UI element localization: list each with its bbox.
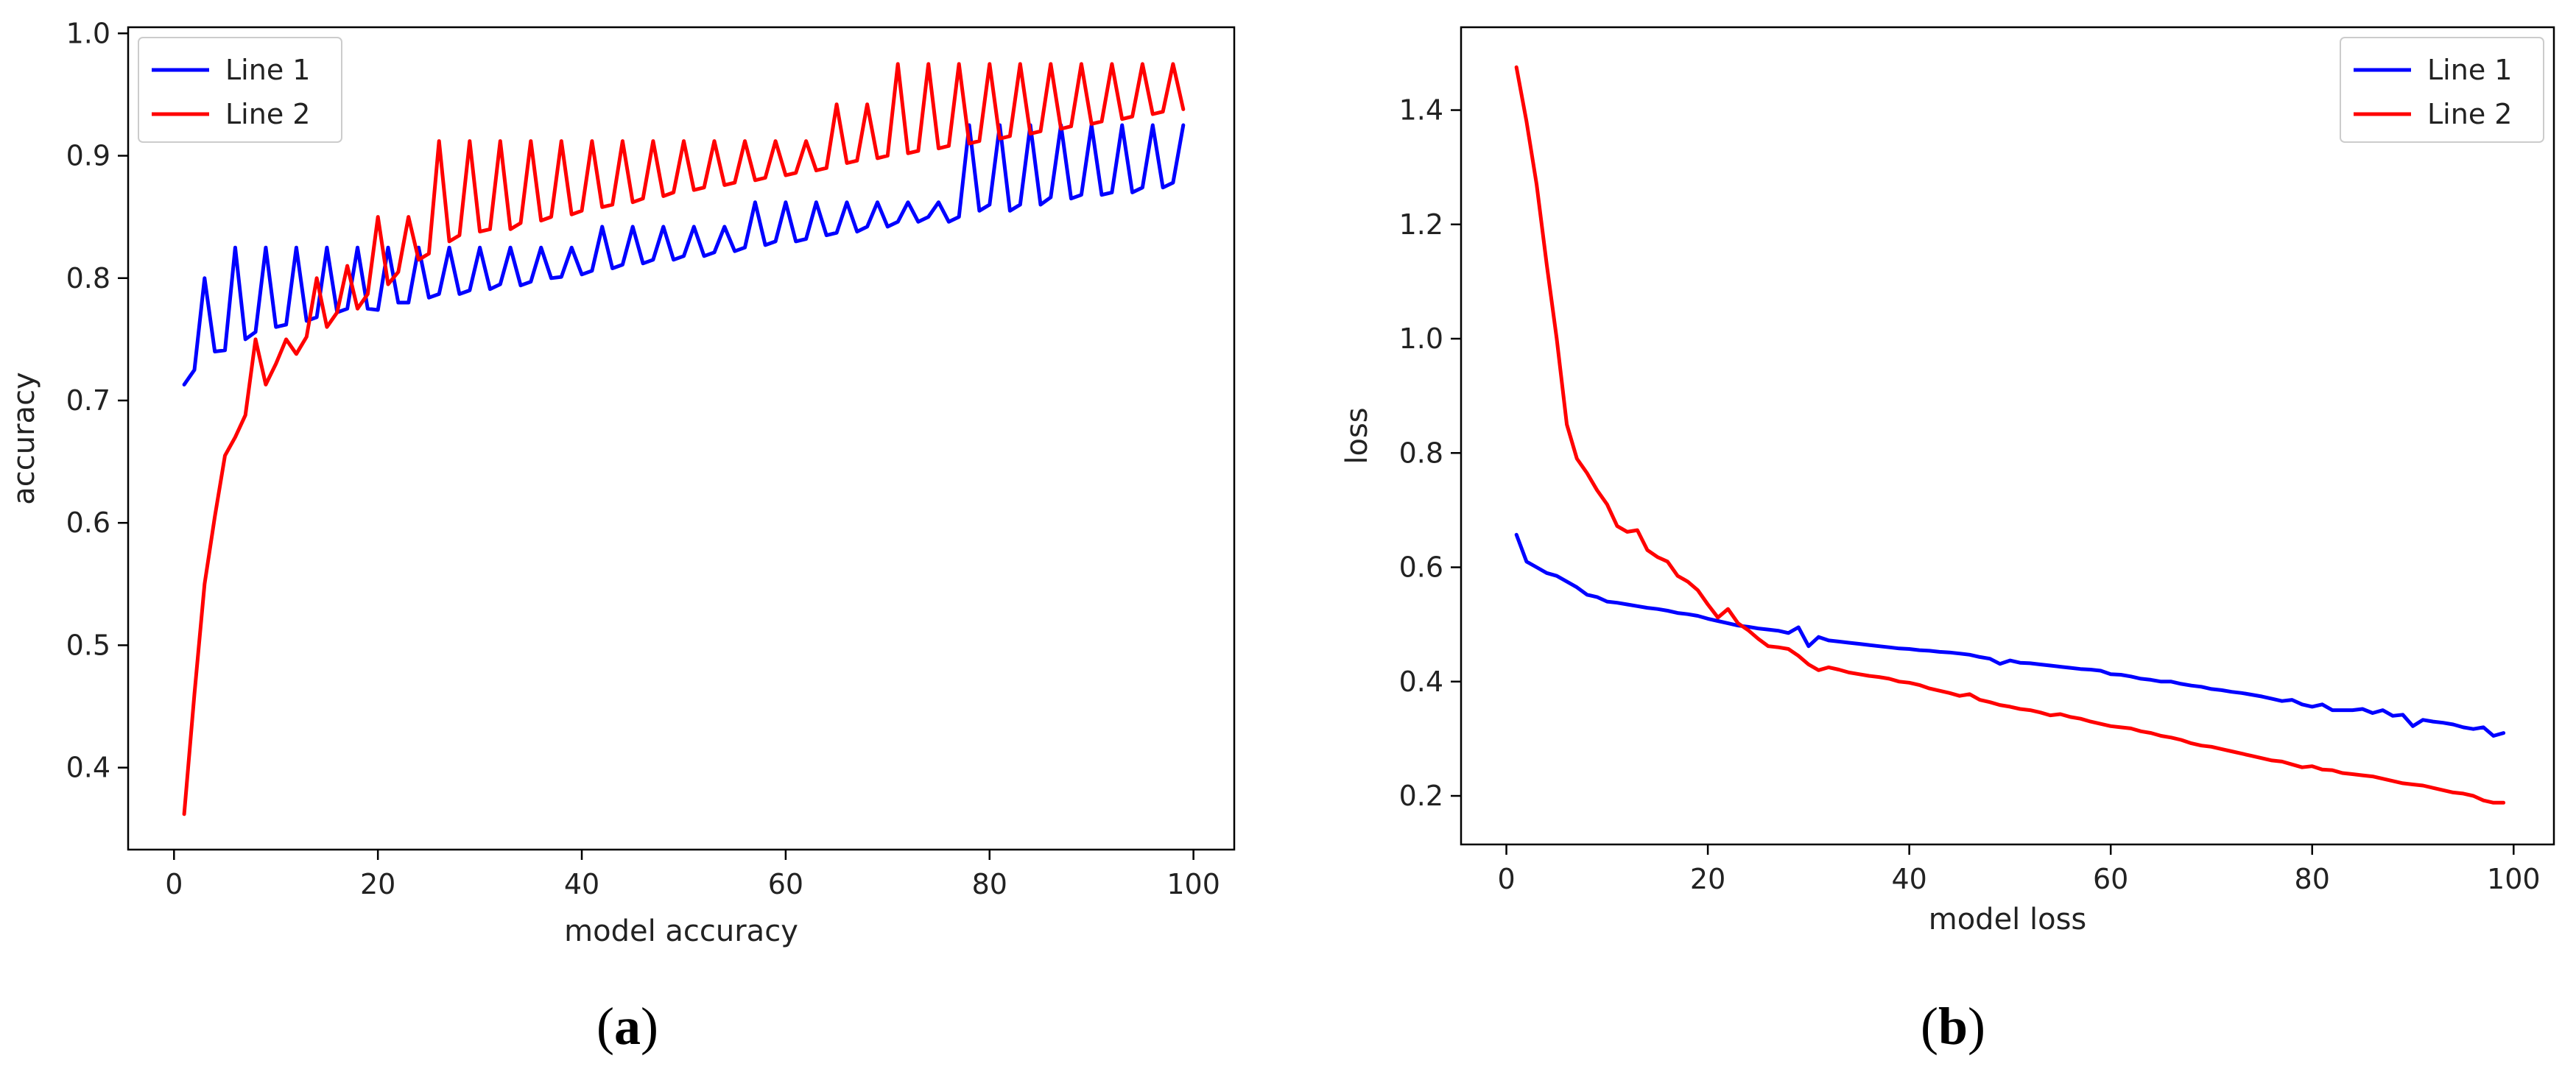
panel-b-x-tick-label: 40 — [1891, 863, 1926, 895]
panel-b-plot-frame — [1460, 26, 2555, 846]
panel-b-y-tick-label: 1.0 — [1399, 322, 1443, 355]
panel-b-y-tick-label: 0.4 — [1399, 666, 1443, 698]
panel-b-y-tick-label: 0.2 — [1399, 780, 1443, 812]
panel-a-legend-label-line1: Line 1 — [225, 54, 310, 86]
panel-a-legend: Line 1 Line 2 — [138, 37, 342, 143]
panel-a-x-tick-label: 40 — [564, 868, 599, 900]
panel-a-legend-label-line2: Line 2 — [225, 98, 310, 130]
panel-b-x-tick-label: 0 — [1497, 863, 1515, 895]
panel-b-legend: Line 1 Line 2 — [2340, 37, 2544, 143]
panel-b-y-axis-label: loss — [1340, 407, 1374, 464]
panel-b-y-tick-label: 0.8 — [1399, 437, 1443, 469]
panel-a-accuracy-chart: 0 20 40 60 80 100 0.4 0.5 0.6 0.7 0.8 0.9 1.0 model … — [7, 17, 1236, 1056]
panel-b-x-tick-label: 20 — [1690, 863, 1725, 895]
panel-b-x-tick-label: 60 — [2093, 863, 2128, 895]
panel-a-x-tick-label: 20 — [360, 868, 395, 900]
panel-a-plot-frame — [127, 26, 1236, 851]
panel-a-series-line2 — [182, 62, 1186, 816]
panel-a-y-tick-label: 1.0 — [66, 17, 110, 49]
panel-a-y-tick-label: 0.5 — [66, 629, 110, 661]
panel-a-y-tick-label: 0.8 — [66, 262, 110, 294]
panel-a-y-tick-label: 0.6 — [66, 507, 110, 539]
panel-b-series-line2 — [1514, 65, 2506, 805]
panel-b-ticks: 0 20 40 60 80 100 0.2 0.4 0.6 0.8 1.0 1.2 1.4 — [1399, 94, 2541, 895]
panel-a-x-tick-label: 0 — [165, 868, 183, 900]
panel-a-x-tick-label: 100 — [1166, 868, 1220, 900]
panel-a-y-tick-label: 0.9 — [66, 140, 110, 172]
panel-a-y-tick-label: 0.4 — [66, 752, 110, 784]
panel-a-label: (a) — [597, 997, 658, 1056]
panel-a-y-axis-label: accuracy — [7, 372, 41, 504]
panel-b-x-axis-label: model loss — [1929, 903, 2087, 936]
panel-b-series-line1 — [1514, 532, 2506, 738]
panel-b-legend-label-line2: Line 2 — [2427, 98, 2512, 130]
panel-b-series-layer — [1514, 65, 2506, 805]
panel-a-series-line1 — [182, 123, 1186, 387]
panel-a-x-tick-label: 80 — [972, 868, 1007, 900]
panel-a-x-tick-label: 60 — [768, 868, 803, 900]
panel-b-x-tick-label: 100 — [2487, 863, 2541, 895]
panel-b-x-tick-label: 80 — [2295, 863, 2330, 895]
panel-a-series-layer — [182, 62, 1186, 816]
panel-b-y-tick-label: 0.6 — [1399, 551, 1443, 584]
panel-a-x-axis-label: model accuracy — [564, 914, 798, 948]
panel-b-label: (b) — [1921, 997, 1985, 1056]
panel-a-y-tick-label: 0.7 — [66, 384, 110, 417]
panel-b-y-tick-label: 1.4 — [1399, 94, 1443, 127]
panel-b-loss-chart: 0 20 40 60 80 100 0.2 0.4 0.6 0.8 1.0 1.2 1.4 model … — [1340, 26, 2555, 1056]
panel-b-y-tick-label: 1.2 — [1399, 208, 1443, 241]
panel-a-ticks: 0 20 40 60 80 100 0.4 0.5 0.6 0.7 0.8 0.9 1.0 — [66, 17, 1220, 900]
panel-b-legend-label-line1: Line 1 — [2427, 54, 2512, 86]
